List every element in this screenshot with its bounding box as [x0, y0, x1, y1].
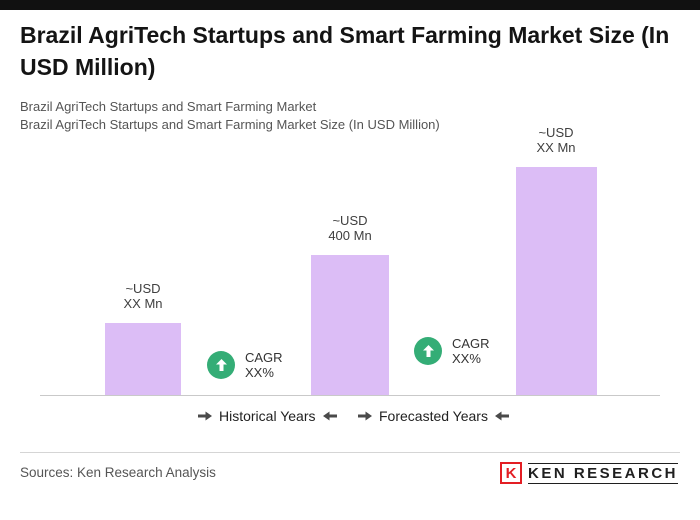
bar-value-label-line2: 400 Mn [328, 228, 372, 243]
arrow-right-icon [358, 411, 372, 421]
arrow-left-icon [322, 411, 337, 421]
page-title: Brazil AgriTech Startups and Smart Farmi… [20, 22, 670, 80]
sources-text: Sources: Ken Research Analysis [20, 465, 216, 480]
bar-value-label-line1: ~USD [125, 281, 161, 296]
bar-value-label-line1: ~USD [538, 125, 574, 140]
axis-label-text: Historical Years [219, 408, 316, 424]
bar-value-label: ~USD XX Mn [83, 281, 203, 311]
growth-up-arrow-icon [207, 351, 235, 379]
bar-value-label-line1: ~USD [332, 213, 368, 228]
bar-value-label-line2: XX Mn [536, 140, 576, 155]
bar-historical-end [311, 255, 389, 395]
cagr-badge: CAGR XX% [414, 336, 490, 366]
top-accent-bar [0, 0, 700, 10]
cagr-text: CAGR XX% [452, 336, 490, 366]
bar-value-label: ~USD 400 Mn [290, 213, 410, 243]
ken-research-logo: K KEN RESEARCH [499, 462, 678, 484]
cagr-badge: CAGR XX% [207, 350, 283, 380]
footer-divider [20, 452, 680, 453]
bar-historical-start [105, 323, 181, 395]
arrow-right-icon [198, 411, 212, 421]
axis-label-forecasted-years: Forecasted Years [358, 408, 509, 424]
arrow-left-icon [494, 411, 509, 421]
axis-label-historical-years: Historical Years [198, 408, 337, 424]
bar-value-label: ~USD XX Mn [496, 125, 616, 155]
cagr-text: CAGR XX% [245, 350, 283, 380]
x-axis-baseline [40, 395, 660, 396]
bar-value-label-line2: XX Mn [123, 296, 163, 311]
bar-chart: ~USD XX Mn ~USD 400 Mn ~USD XX Mn CAGR X… [40, 120, 660, 396]
ken-research-k-icon: K [499, 462, 522, 484]
bar-forecast-end [516, 167, 597, 395]
chart-subtitle-line1: Brazil AgriTech Startups and Smart Farmi… [20, 99, 317, 114]
growth-up-arrow-icon [414, 337, 442, 365]
chart-subtitle-line2: Brazil AgriTech Startups and Smart Farmi… [20, 117, 440, 132]
ken-research-wordmark: KEN RESEARCH [527, 462, 678, 484]
axis-label-text: Forecasted Years [379, 408, 488, 424]
